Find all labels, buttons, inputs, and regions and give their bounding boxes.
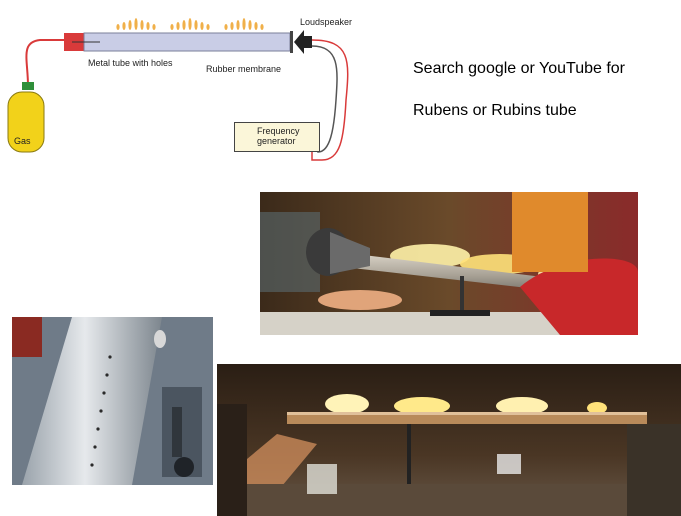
speaker-wire-red bbox=[311, 39, 349, 161]
gas-tank bbox=[7, 91, 45, 153]
flames bbox=[116, 18, 264, 30]
metal-tube bbox=[83, 32, 291, 52]
rubens-tube-diagram: Loudspeaker Metal tube with holes Rubber… bbox=[0, 0, 370, 170]
rubber-membrane bbox=[290, 31, 293, 53]
rubber-membrane-label: Rubber membrane bbox=[206, 64, 282, 74]
diagram-graphic bbox=[7, 18, 349, 161]
instruction-line-1: Search google or YouTube for bbox=[413, 60, 626, 77]
photo-rubens-tube-demo bbox=[260, 192, 638, 335]
frequency-generator-label: Frequency generator bbox=[257, 126, 300, 146]
redacted-face bbox=[512, 192, 588, 272]
metal-tube-label: Metal tube with holes bbox=[88, 58, 173, 68]
frequency-generator: Frequency generator bbox=[234, 122, 320, 152]
frequency-label-line2: generator bbox=[257, 136, 296, 146]
loudspeaker-cone bbox=[294, 30, 304, 54]
speaker-wire-gray bbox=[311, 45, 338, 153]
frequency-label-line1: Frequency bbox=[257, 126, 300, 136]
gas-hose bbox=[25, 39, 64, 87]
photo-flames-on-tube bbox=[217, 364, 681, 516]
loudspeaker-label: Loudspeaker bbox=[300, 17, 353, 27]
loudspeaker-body bbox=[304, 36, 312, 48]
gas-valve bbox=[22, 82, 34, 90]
photo-tube-holes-closeup bbox=[12, 317, 213, 485]
gas-label: Gas bbox=[14, 136, 31, 146]
instruction-line-2: Rubens or Rubins tube bbox=[413, 102, 577, 119]
